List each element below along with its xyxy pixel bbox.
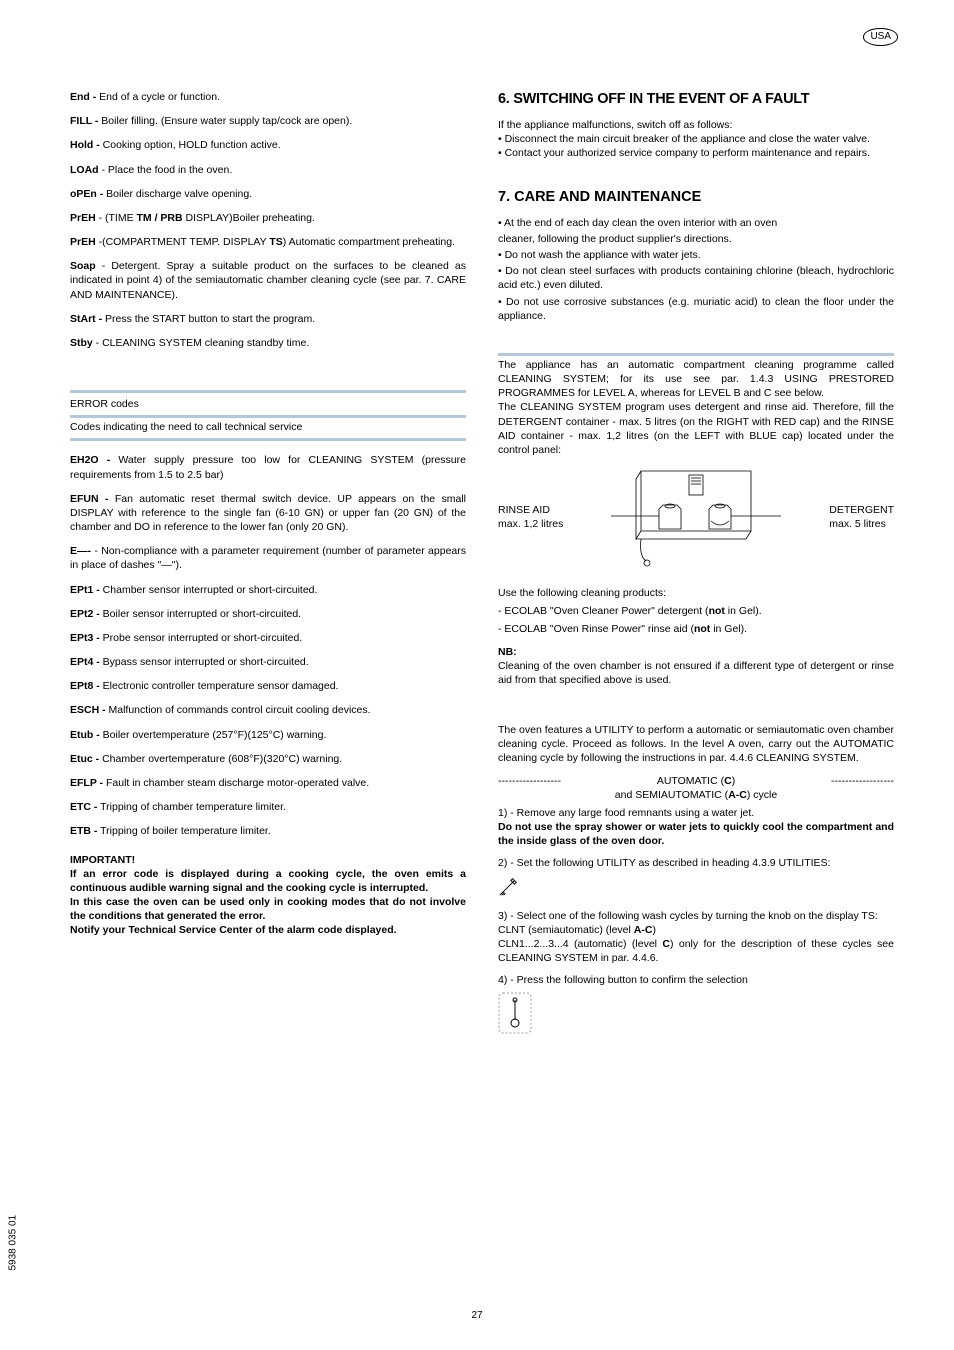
error-title: ERROR codes — [70, 395, 466, 413]
err-eh2o: EH2O - Water supply pressure too low for… — [70, 453, 466, 481]
def-stby: Stby - CLEANING SYSTEM cleaning standby … — [70, 336, 466, 350]
step-2: 2) - Set the following UTILITY as descri… — [498, 856, 894, 870]
step-1-bold: Do not use the spray shower or water jet… — [498, 820, 894, 848]
main-content: End - End of a cycle or function. FILL -… — [70, 90, 894, 1042]
def-end: End - End of a cycle or function. — [70, 90, 466, 104]
section-6-title: 6. SWITCHING OFF IN THE EVENT OF A FAULT — [498, 90, 894, 110]
left-column: End - End of a cycle or function. FILL -… — [70, 90, 466, 1042]
s6-bullet2: • Contact your authorized service compan… — [498, 146, 894, 160]
important-p3: Notify your Technical Service Center of … — [70, 924, 397, 936]
doc-ref: 5938 035 01 — [7, 1214, 21, 1270]
use-products: Use the following cleaning products: — [498, 586, 894, 600]
def-start: StArt - Press the START button to start … — [70, 312, 466, 326]
err-ept3: EPt3 - Probe sensor interrupted or short… — [70, 631, 466, 645]
important-p1: If an error code is displayed during a c… — [70, 868, 466, 894]
def-fill: FILL - Boiler filling. (Ensure water sup… — [70, 114, 466, 128]
automatic-heading: ------------------ AUTOMATIC (C) and SEM… — [498, 774, 894, 802]
err-esch: ESCH - Malfunction of commands control c… — [70, 703, 466, 717]
err-efun: EFUN - Fan automatic reset thermal switc… — [70, 492, 466, 535]
err-etub: Etub - Boiler overtemperature (257°F)(12… — [70, 728, 466, 742]
step-3-line2: CLN1...2...3...4 (automatic) (level C) o… — [498, 937, 894, 965]
right-column: 6. SWITCHING OFF IN THE EVENT OF A FAULT… — [498, 90, 894, 1042]
container-svg — [611, 461, 781, 571]
utility-para: The oven features a UTILITY to perform a… — [498, 723, 894, 766]
def-preh1: PrEH - (TIME TM / PRB DISPLAY)Boiler pre… — [70, 211, 466, 225]
error-header: ERROR codes Codes indicating the need to… — [70, 390, 466, 441]
cleaning-p1: The appliance has an automatic compartme… — [498, 358, 894, 401]
err-etb: ETB - Tripping of boiler temperature lim… — [70, 824, 466, 838]
detergent-diagram: RINSE AID max. 1,2 litres DETERGENT max.… — [498, 461, 894, 576]
detergent-label: DETERGENT max. 5 litres — [829, 503, 894, 531]
err-etc: ETC - Tripping of chamber temperature li… — [70, 800, 466, 814]
thermometer-button-icon — [498, 992, 532, 1034]
page-number: 27 — [471, 1309, 482, 1323]
s7-bullets: • At the end of each day clean the oven … — [498, 216, 894, 323]
def-load: LOAd - Place the food in the oven. — [70, 163, 466, 177]
step-4: 4) - Press the following button to confi… — [498, 973, 894, 987]
product-1: - ECOLAB "Oven Cleaner Power" detergent … — [498, 604, 894, 618]
rinse-aid-label: RINSE AID max. 1,2 litres — [498, 503, 563, 531]
product-2: - ECOLAB "Oven Rinse Power" rinse aid (n… — [498, 622, 894, 636]
region-badge: USA — [863, 28, 898, 46]
err-ept8: EPt8 - Electronic controller temperature… — [70, 679, 466, 693]
s6-bullet1: • Disconnect the main circuit breaker of… — [498, 132, 894, 146]
nb-text: Cleaning of the oven chamber is not ensu… — [498, 659, 894, 687]
err-ept4: EPt4 - Bypass sensor interrupted or shor… — [70, 655, 466, 669]
err-eflp: EFLP - Fault in chamber steam discharge … — [70, 776, 466, 790]
important-block: IMPORTANT! If an error code is displayed… — [70, 853, 466, 938]
cleaning-p2: The CLEANING SYSTEM program uses deterge… — [498, 400, 894, 457]
def-preh2: PrEH -(COMPARTMENT TEMP. DISPLAY TS) Aut… — [70, 235, 466, 249]
error-subtitle: Codes indicating the need to call techni… — [70, 418, 466, 436]
step-3-line1: CLNT (semiautomatic) (level A-C) — [498, 923, 894, 937]
err-ept1: EPt1 - Chamber sensor interrupted or sho… — [70, 583, 466, 597]
section-7-title: 7. CARE AND MAINTENANCE — [498, 188, 894, 208]
err-etuc: Etuc - Chamber overtemperature (608°F)(3… — [70, 752, 466, 766]
important-title: IMPORTANT! — [70, 854, 135, 866]
def-open: oPEn - Boiler discharge valve opening. — [70, 187, 466, 201]
step-1: 1) - Remove any large food remnants usin… — [498, 806, 894, 820]
nb-title: NB: — [498, 645, 894, 659]
err-edash: E—- - Non-compliance with a parameter re… — [70, 544, 466, 572]
def-hold: Hold - Cooking option, HOLD function act… — [70, 138, 466, 152]
err-ept2: EPt2 - Boiler sensor interrupted or shor… — [70, 607, 466, 621]
def-soap: Soap - Detergent. Spray a suitable produ… — [70, 259, 466, 302]
step-3: 3) - Select one of the following wash cy… — [498, 909, 894, 923]
s6-intro: If the appliance malfunctions, switch of… — [498, 118, 894, 132]
brush-icon — [498, 875, 520, 897]
important-p2: In this case the oven can be used only i… — [70, 896, 466, 922]
